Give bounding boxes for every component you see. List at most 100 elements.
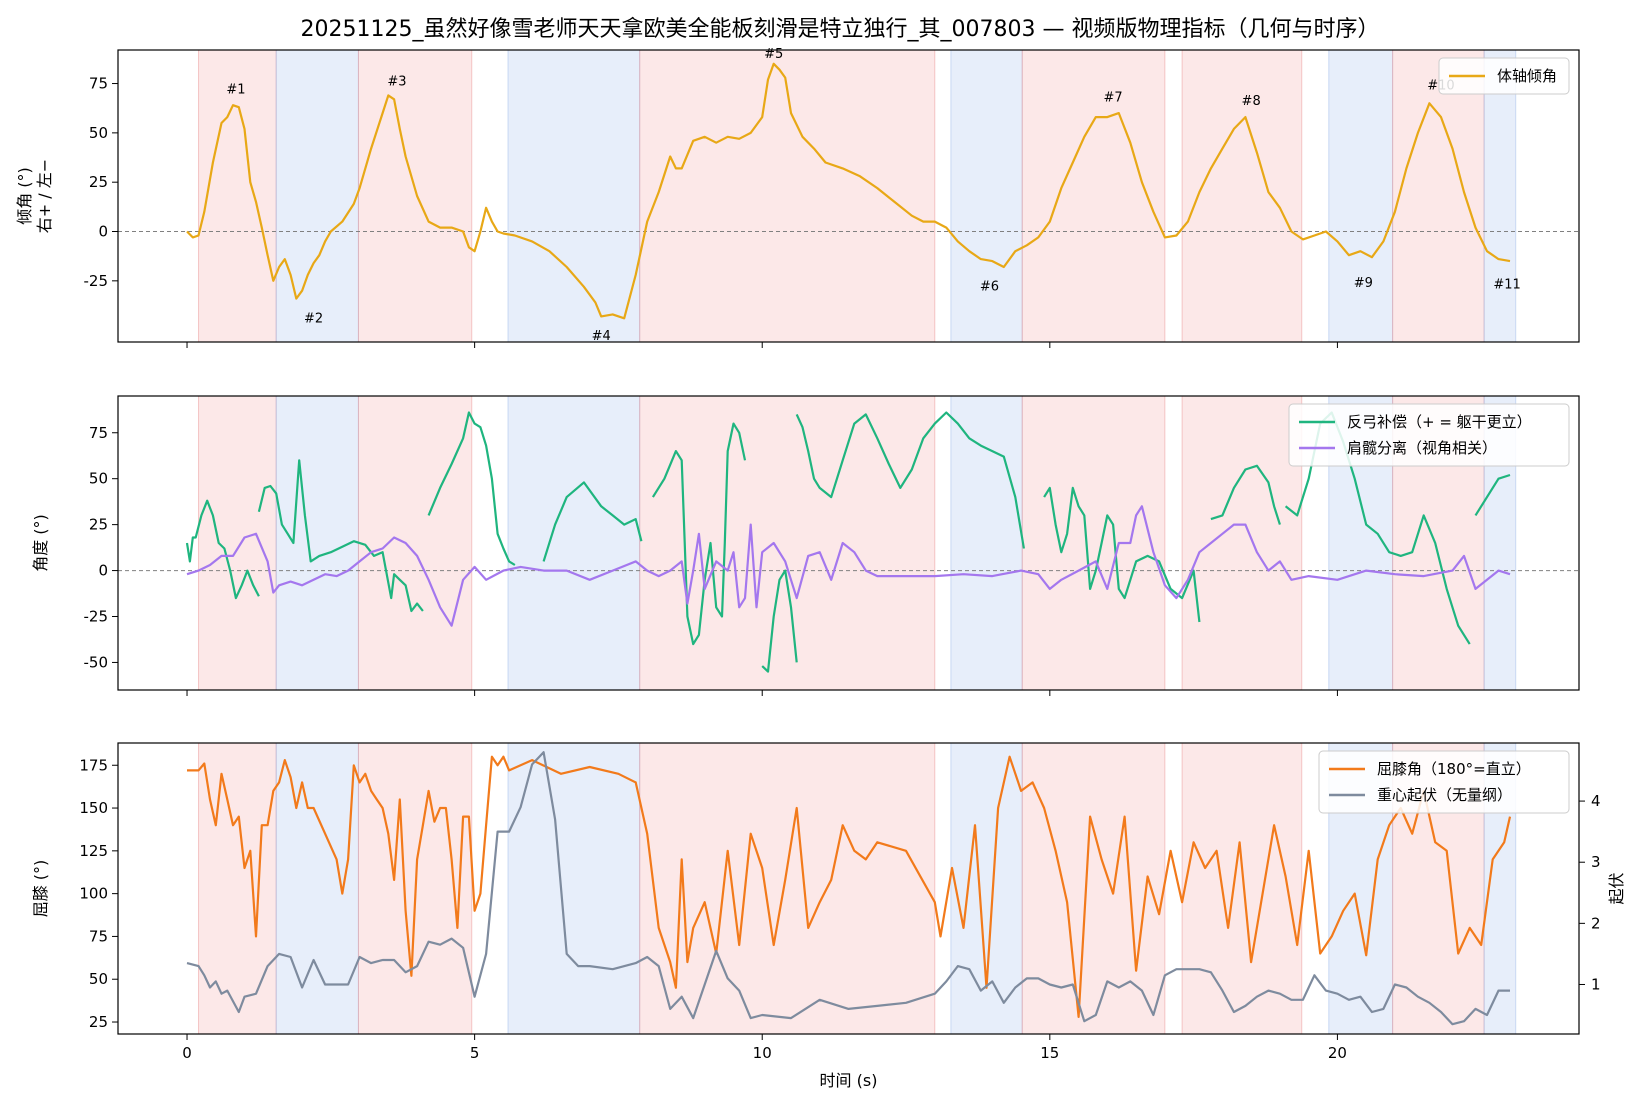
phase-band (639, 742, 936, 1035)
plot-area (186, 751, 1512, 1026)
series-line (185, 499, 260, 600)
y-tick-label: 50 (89, 470, 108, 488)
phase-band (1021, 49, 1166, 343)
axes-frame (117, 49, 1580, 343)
phase-band (198, 49, 277, 343)
y-tick-label: 150 (79, 799, 108, 817)
phase-band (357, 395, 473, 691)
peak-annotation: #3 (387, 75, 406, 90)
series-line (1474, 473, 1511, 516)
legend: 反弓补偿（+ = 躯干更立） 肩髋分离（视角相关） (1288, 403, 1570, 467)
phase-band (1021, 742, 1166, 1035)
phase-band (275, 742, 359, 1035)
legend-label: 肩髋分离（视角相关） (1347, 439, 1497, 457)
series-line (257, 459, 424, 613)
phase-band (1181, 742, 1303, 1035)
series-line (761, 569, 798, 673)
phase-band (357, 49, 473, 343)
x-tick-label: 20 (1328, 1044, 1347, 1062)
y-tick-label: 50 (89, 970, 108, 988)
phase-band (950, 395, 1023, 691)
y-tick-label: 0 (98, 562, 108, 580)
phase-band (639, 395, 936, 691)
peak-annotation: #11 (1493, 278, 1520, 293)
legend-label: 屈膝角（180°=直立） (1377, 760, 1531, 778)
y-tick-label: 100 (79, 885, 108, 903)
y-tick-label: -25 (84, 608, 109, 626)
y-axis-label: 角度 (°) (31, 514, 50, 572)
legend-box (1318, 750, 1570, 814)
series-line (186, 751, 1510, 1026)
phase-band (507, 742, 641, 1035)
legend-box (1438, 57, 1570, 95)
y2-tick-label: 2 (1591, 914, 1601, 932)
panel-1: 75 50 25 0 -25 倾角 (°) 右+ / 左− #1 #2 #3 #4 #5 #6 #7 #8 #… (15, 47, 1580, 348)
y-tick-label: 25 (89, 1013, 108, 1031)
peak-annotation: #5 (764, 47, 783, 62)
peak-annotation: #2 (304, 311, 323, 326)
phase-band (275, 49, 359, 343)
peak-annotation: #1 (226, 82, 245, 97)
series-line (186, 505, 1511, 627)
peak-annotation: #4 (592, 329, 611, 344)
phase-band (1328, 49, 1394, 343)
legend: 体轴倾角 (1438, 57, 1570, 95)
x-axis-label: 时间 (s) (820, 1071, 878, 1090)
y2-axis-label: 起伏 (1607, 872, 1626, 904)
x-tick-label: 10 (753, 1044, 772, 1062)
peak-annotation: #9 (1354, 276, 1373, 291)
y-tick-label: 125 (79, 842, 108, 860)
y-axis-label: 倾角 (°) (15, 167, 34, 225)
series-line (1210, 464, 1281, 525)
series-line (651, 422, 747, 646)
phase-band (275, 395, 359, 691)
y-axis-label: 右+ / 左− (35, 159, 54, 233)
phase-band (950, 742, 1023, 1035)
y-tick-label: 25 (89, 516, 108, 534)
phase-band (1181, 395, 1303, 691)
y-tick-label: 175 (79, 756, 108, 774)
series-line (187, 755, 1512, 1019)
series-line (542, 481, 643, 562)
y-tick-label: -25 (84, 272, 109, 290)
phase-band (1392, 49, 1485, 343)
x-tick-label: 5 (470, 1044, 480, 1062)
phase-band (507, 49, 641, 343)
series-line (427, 411, 516, 566)
peak-annotation: #6 (980, 280, 999, 295)
x-tick-label: 0 (182, 1044, 192, 1062)
legend-label: 重心起伏（无量纲） (1377, 786, 1512, 804)
legend-label: 反弓补偿（+ = 躯干更立） (1347, 413, 1532, 431)
y-tick-label: 75 (89, 424, 108, 442)
y-tick-label: 50 (89, 124, 108, 142)
phase-band (198, 742, 277, 1035)
y2-tick-label: 4 (1591, 792, 1601, 810)
peak-annotation: #8 (1242, 94, 1261, 109)
axes-frame (117, 742, 1580, 1035)
phase-band (198, 395, 277, 691)
y-tick-label: 0 (98, 223, 108, 241)
phase-band (950, 49, 1023, 343)
peak-annotation: #7 (1104, 90, 1123, 105)
y2-tick-label: 1 (1591, 975, 1601, 993)
phase-band (507, 395, 641, 691)
chart-title: 20251125_虽然好像雪老师天天拿欧美全能板刻滑是特立独行_其_007803… (301, 16, 1380, 42)
y-tick-label: 25 (89, 173, 108, 191)
panel-3: 175 150 125 100 75 50 25 4 3 2 1 起伏 0 5 10 15 20 屈膝 (°) 屈膝… (31, 742, 1626, 1062)
legend-label: 体轴倾角 (1497, 67, 1557, 85)
y-tick-label: -50 (84, 653, 109, 671)
legend-box (1288, 403, 1570, 467)
panel-2: 75 50 25 0 -25 -50 角度 (°) 反弓补偿（+ = 躯干更立） 肩髋分离（视角… (31, 395, 1580, 696)
series-line (186, 62, 1511, 320)
plot-area (186, 62, 1511, 320)
y-axis-label: 屈膝 (°) (31, 860, 50, 918)
plot-area (185, 411, 1511, 673)
series-line (795, 411, 1025, 549)
axes-frame (117, 395, 1580, 691)
series-line (1043, 486, 1201, 623)
x-tick-label: 15 (1040, 1044, 1059, 1062)
y-tick-label: 75 (89, 927, 108, 945)
y-tick-label: 75 (89, 75, 108, 93)
phase-band (1021, 395, 1166, 691)
